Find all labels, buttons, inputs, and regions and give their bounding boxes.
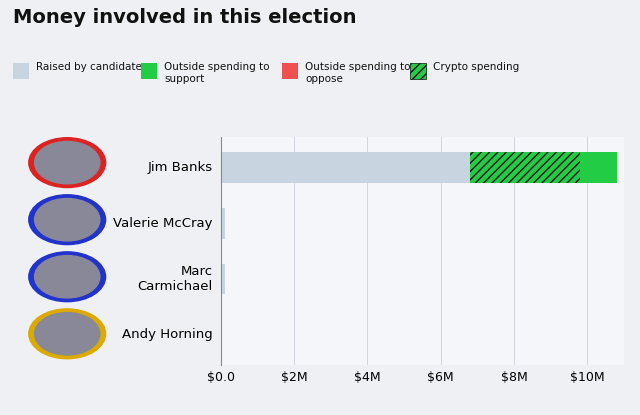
Bar <box>221 152 470 183</box>
Text: Crypto spending: Crypto spending <box>433 62 520 72</box>
Bar <box>221 264 225 294</box>
Bar <box>221 208 225 239</box>
Bar <box>470 152 617 183</box>
Text: Raised by candidate: Raised by candidate <box>36 62 142 72</box>
Text: Outside spending to
oppose: Outside spending to oppose <box>305 62 411 84</box>
Bar <box>470 152 580 183</box>
Text: Outside spending to
support: Outside spending to support <box>164 62 270 84</box>
Text: Money involved in this election: Money involved in this election <box>13 8 356 27</box>
